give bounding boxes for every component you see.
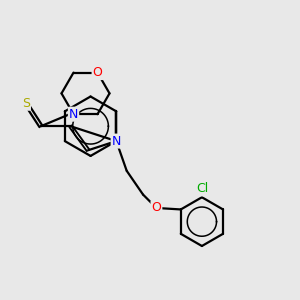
Text: O: O bbox=[152, 202, 161, 214]
Text: Cl: Cl bbox=[196, 182, 208, 195]
Text: N: N bbox=[112, 135, 121, 148]
Text: O: O bbox=[93, 66, 102, 79]
Text: S: S bbox=[22, 97, 30, 110]
Text: N: N bbox=[69, 108, 78, 121]
